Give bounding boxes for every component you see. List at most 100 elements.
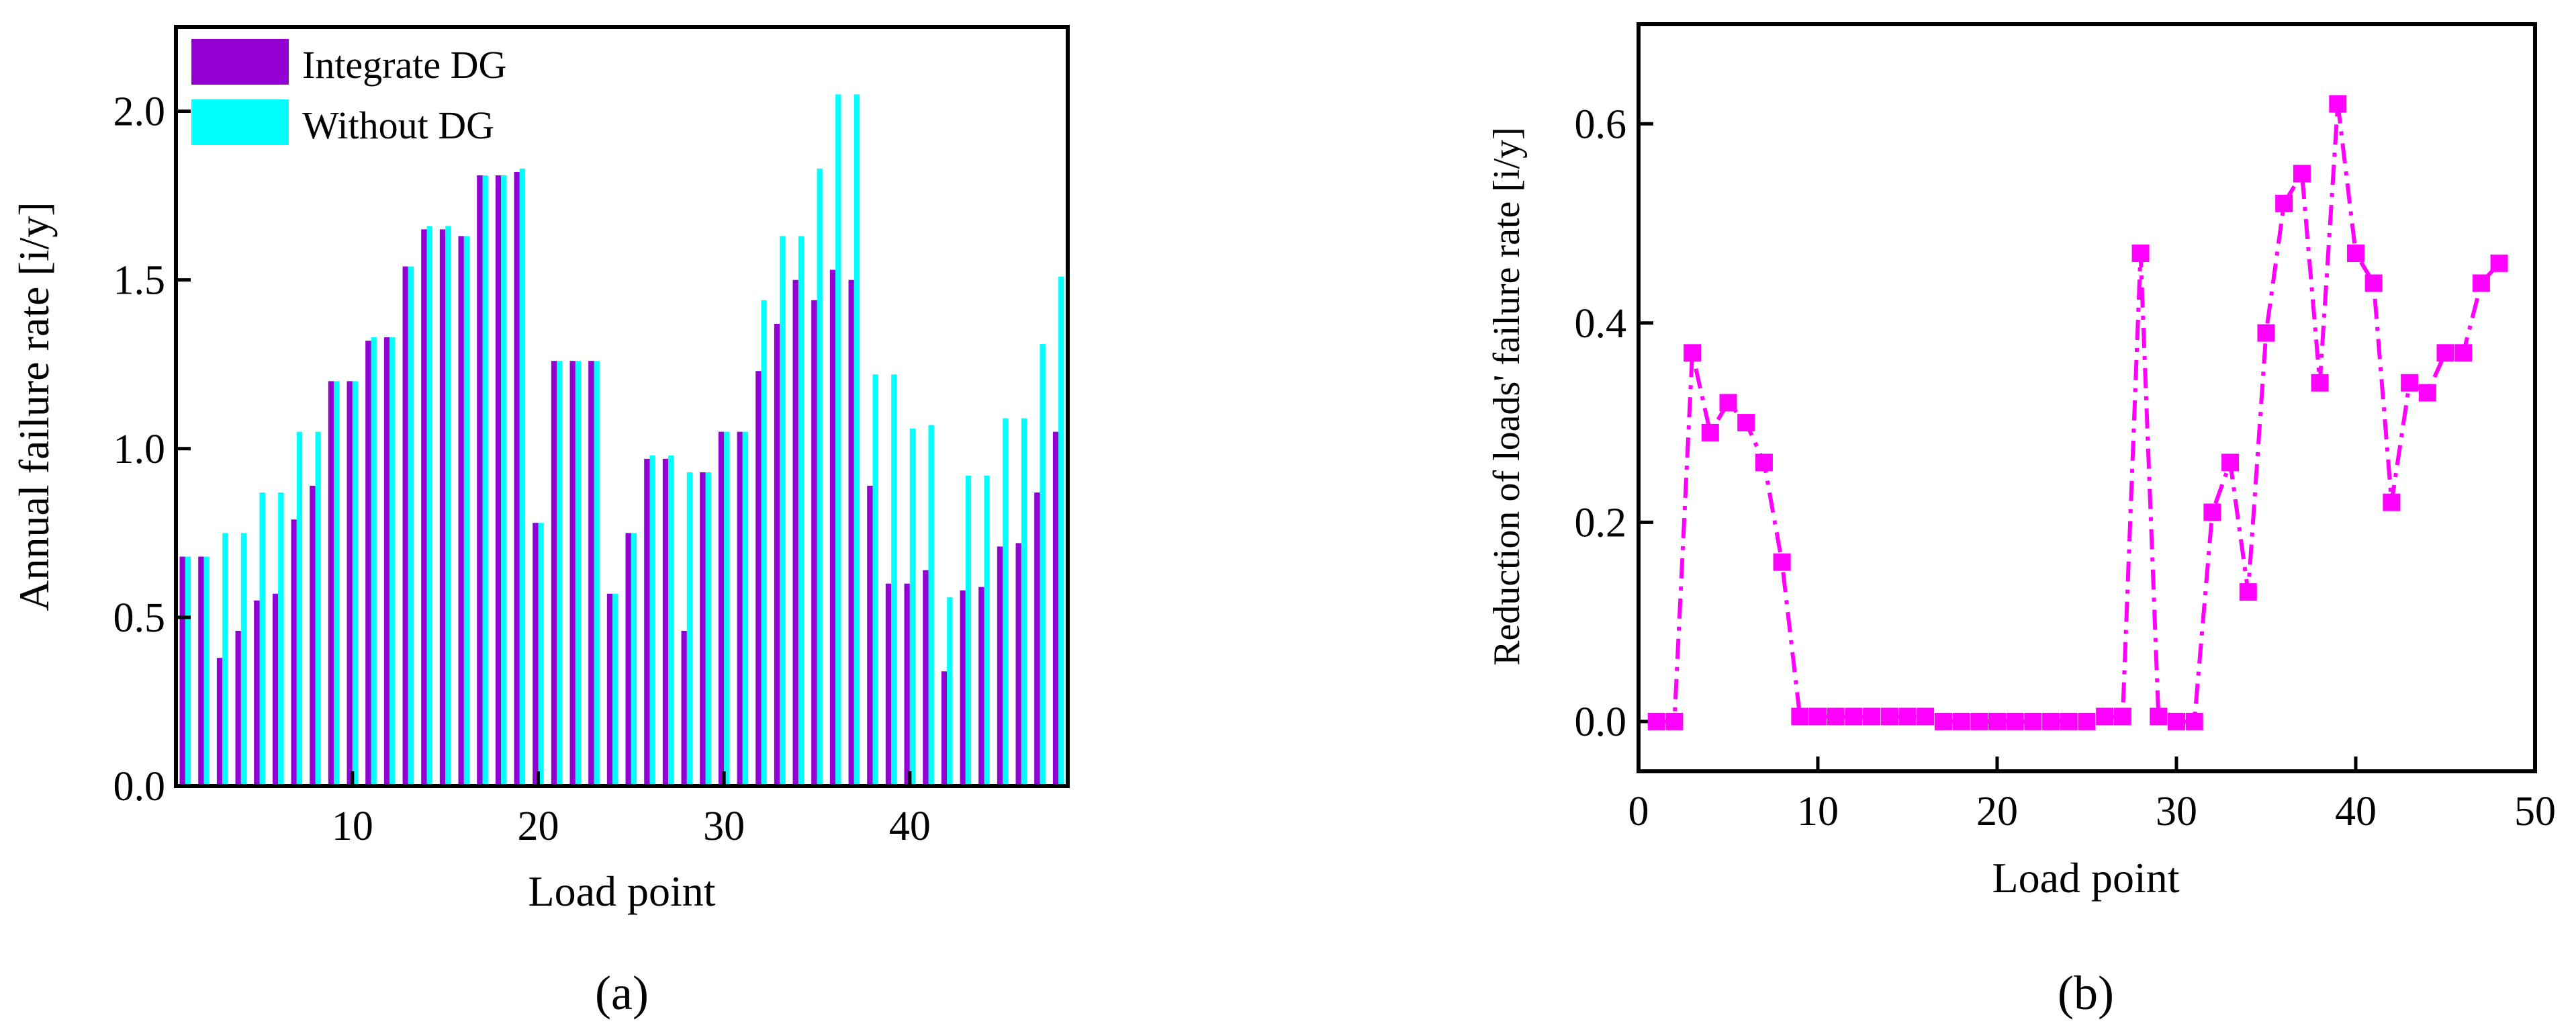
bar-without-dg-46 xyxy=(1021,418,1027,786)
bar-without-dg-20 xyxy=(538,523,544,786)
panel-b-line-chart: 0.0 0.2 0.4 0.6 0 10 20 30 40 50 Load point Redu… xyxy=(1486,22,2556,1020)
bar-integrate-dg-37 xyxy=(848,279,854,787)
bar-without-dg-8 xyxy=(315,431,321,786)
bar-integrate-dg-9 xyxy=(328,381,334,786)
data-point-42 xyxy=(2383,493,2401,511)
bar-without-dg-41 xyxy=(928,425,934,786)
panel-b-x-axis-title: Load point xyxy=(1992,854,2179,902)
bar-without-dg-6 xyxy=(278,492,284,786)
bar-integrate-dg-32 xyxy=(755,371,762,786)
data-point-12 xyxy=(1845,707,1863,726)
bar-without-dg-39 xyxy=(891,374,897,786)
bar-without-dg-45 xyxy=(1003,418,1009,786)
data-point-38 xyxy=(2311,374,2329,392)
data-point-31 xyxy=(2185,712,2203,730)
bar-without-dg-44 xyxy=(984,475,990,786)
bar-without-dg-34 xyxy=(798,236,804,786)
bar-integrate-dg-45 xyxy=(997,546,1003,786)
bar-integrate-dg-34 xyxy=(792,279,798,787)
bar-without-dg-43 xyxy=(965,475,972,786)
data-point-7 xyxy=(1755,454,1773,472)
x-tick-label: 40 xyxy=(889,804,931,849)
x-tick-label: 50 xyxy=(2514,789,2556,834)
bar-without-dg-9 xyxy=(334,381,340,786)
data-point-37 xyxy=(2293,165,2311,183)
bar-integrate-dg-39 xyxy=(885,583,892,786)
bar-integrate-dg-6 xyxy=(272,593,279,786)
y-tick-label: 0.0 xyxy=(1575,699,1627,745)
bar-integrate-dg-27 xyxy=(662,458,669,786)
y-tick-label: 2.0 xyxy=(113,89,166,135)
data-point-4 xyxy=(1701,423,1719,441)
y-tick-label: 1.5 xyxy=(113,258,166,304)
data-point-3 xyxy=(1684,344,1702,362)
bar-integrate-dg-14 xyxy=(421,229,427,786)
bar-integrate-dg-18 xyxy=(495,175,502,786)
bar-without-dg-26 xyxy=(649,455,655,786)
bar-integrate-dg-22 xyxy=(569,361,576,786)
legend-swatch-integrate-dg xyxy=(191,39,289,85)
data-point-44 xyxy=(2418,384,2436,402)
bar-integrate-dg-36 xyxy=(829,269,836,787)
x-tick-label: 30 xyxy=(2156,789,2197,834)
bar-without-dg-40 xyxy=(909,428,916,786)
data-point-45 xyxy=(2436,344,2454,362)
legend-swatch-without-dg xyxy=(191,99,289,145)
bar-integrate-dg-15 xyxy=(439,229,446,786)
data-point-8 xyxy=(1773,553,1791,571)
legend: Integrate DG Without DG xyxy=(191,39,506,147)
bar-integrate-dg-19 xyxy=(514,171,520,786)
bar-without-dg-5 xyxy=(259,492,265,786)
bar-integrate-dg-7 xyxy=(291,519,297,786)
panel-b-y-axis-title: Reduction of loads' failure rate [i/y] xyxy=(1486,127,1528,666)
bar-integrate-dg-17 xyxy=(477,175,483,786)
bar-integrate-dg-38 xyxy=(867,486,873,786)
bar-integrate-dg-25 xyxy=(625,533,631,786)
bar-integrate-dg-35 xyxy=(811,300,817,786)
bar-integrate-dg-2 xyxy=(198,556,204,786)
bar-without-dg-17 xyxy=(482,175,488,786)
data-point-27 xyxy=(2113,707,2131,726)
bar-integrate-dg-16 xyxy=(458,236,464,786)
bar-integrate-dg-10 xyxy=(347,381,353,786)
data-point-17 xyxy=(1934,712,1952,730)
y-tick-label: 0.6 xyxy=(1575,101,1627,147)
data-point-35 xyxy=(2257,324,2275,342)
data-point-6 xyxy=(1737,414,1755,432)
bars-group xyxy=(179,94,1064,787)
bar-integrate-dg-44 xyxy=(978,587,984,786)
data-point-25 xyxy=(2078,712,2096,730)
bar-integrate-dg-47 xyxy=(1034,492,1040,786)
data-point-28 xyxy=(2131,245,2150,263)
series-group xyxy=(1647,95,2508,730)
bar-integrate-dg-41 xyxy=(923,570,929,786)
bar-integrate-dg-12 xyxy=(383,337,390,786)
series-line xyxy=(1656,103,2501,724)
data-point-11 xyxy=(1827,707,1845,726)
y-tick-label: 0.4 xyxy=(1575,301,1627,347)
data-point-20 xyxy=(1988,712,2006,730)
data-point-48 xyxy=(2490,254,2508,272)
x-tick-label: 10 xyxy=(332,804,373,849)
bar-integrate-dg-43 xyxy=(960,590,966,786)
data-point-32 xyxy=(2203,503,2221,521)
data-point-43 xyxy=(2401,374,2419,392)
panel-a-x-axis-title: Load point xyxy=(528,867,715,915)
data-point-10 xyxy=(1809,707,1827,726)
bar-integrate-dg-46 xyxy=(1015,543,1021,786)
bar-without-dg-35 xyxy=(817,168,823,786)
data-point-23 xyxy=(2042,712,2060,730)
data-point-1 xyxy=(1647,712,1665,730)
bar-without-dg-10 xyxy=(352,381,359,786)
data-point-2 xyxy=(1665,712,1684,730)
data-point-9 xyxy=(1791,707,1809,726)
data-point-19 xyxy=(1970,712,1988,730)
data-point-24 xyxy=(2060,712,2078,730)
bar-without-dg-19 xyxy=(519,168,526,786)
panel-a-bar-chart: Integrate DG Without DG 0.00.51.01.52.0 … xyxy=(10,25,1070,1020)
bar-without-dg-22 xyxy=(575,361,582,786)
x-tick-label: 40 xyxy=(2335,789,2377,834)
bar-without-dg-27 xyxy=(668,455,674,786)
bar-without-dg-48 xyxy=(1058,276,1064,787)
bar-integrate-dg-8 xyxy=(310,486,316,786)
